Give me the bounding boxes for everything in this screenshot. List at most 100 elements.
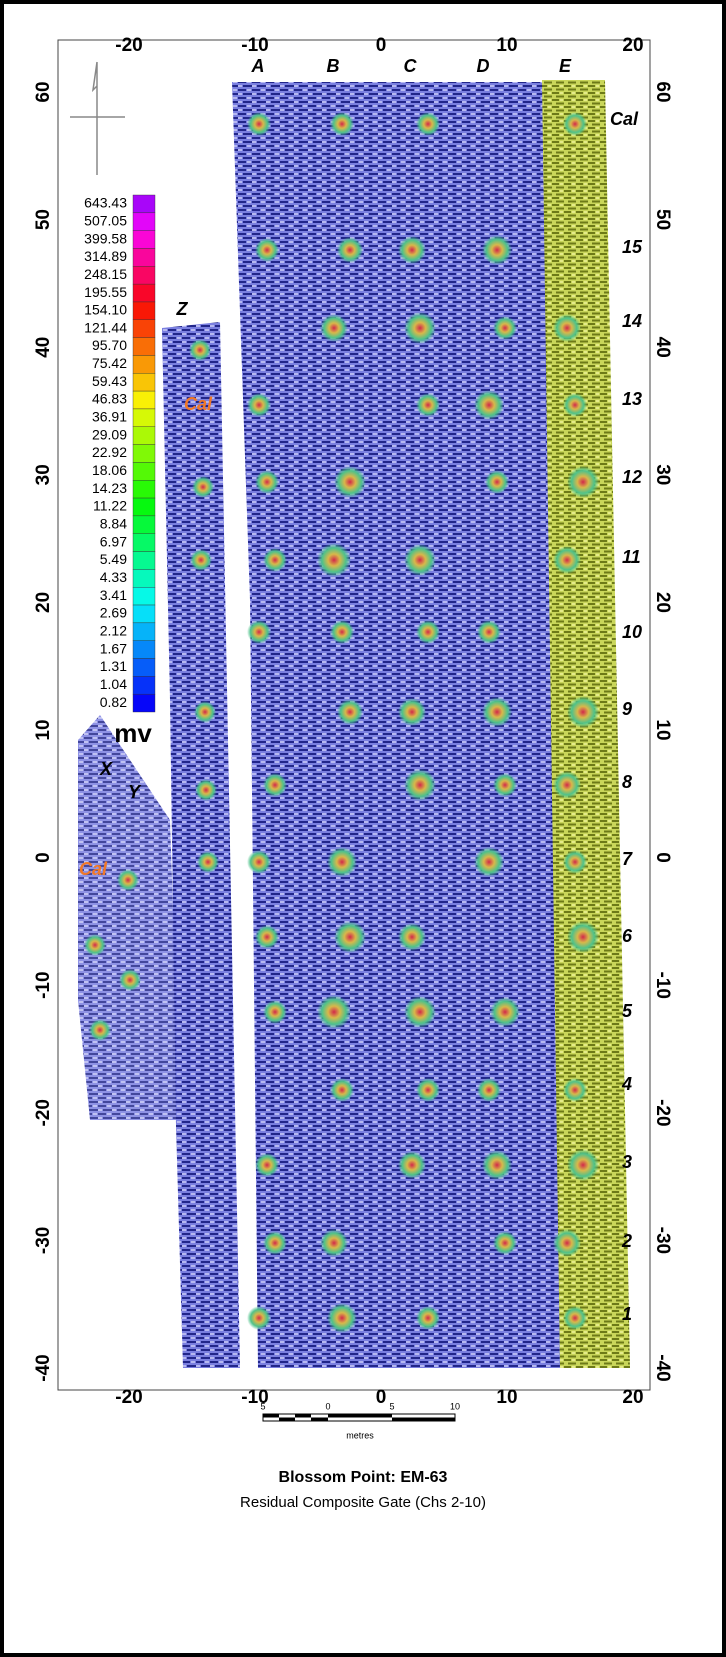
anomaly [320, 1229, 348, 1257]
legend-swatch [132, 230, 156, 249]
row-label: 2 [621, 1231, 632, 1251]
anomaly [563, 1078, 587, 1102]
anomaly [416, 1306, 440, 1330]
legend-label: 18.06 [92, 462, 127, 478]
scale-seg [392, 1417, 455, 1421]
legend-swatch [132, 604, 156, 624]
legend-swatch [132, 373, 156, 392]
north-arrow [70, 61, 125, 175]
title: Blossom Point: EM-63 [279, 1469, 448, 1486]
anomaly [474, 390, 504, 420]
legend-label: 59.43 [92, 373, 127, 389]
anomaly [404, 312, 436, 344]
anomaly [189, 339, 211, 361]
legend-label: 643.43 [84, 195, 127, 211]
anomaly [404, 996, 436, 1028]
legend-label: 121.44 [84, 319, 127, 335]
anomaly [263, 548, 287, 572]
cal-label: Cal [79, 859, 108, 879]
y-tick-label: 60 [652, 81, 673, 102]
anomaly [567, 696, 599, 728]
anomaly [398, 1151, 426, 1179]
x-tick-label: -20 [115, 1387, 142, 1408]
scale-seg [263, 1414, 279, 1418]
scale-seg [279, 1417, 295, 1421]
anomaly [194, 701, 216, 723]
anomaly [477, 620, 501, 644]
anomaly [255, 1153, 279, 1177]
strip-label: Y [128, 782, 142, 802]
y-tick-label: 30 [652, 464, 673, 485]
anomaly [553, 771, 581, 799]
y-tick-label: 0 [33, 852, 54, 863]
column-label: C [404, 56, 418, 76]
scale-tick-label: 10 [450, 1401, 460, 1411]
y-tick-label: -10 [33, 971, 54, 998]
legend-label: 36.91 [92, 409, 127, 425]
anomaly [263, 1000, 287, 1024]
legend-label: 11.22 [93, 498, 127, 514]
legend-label: 2.12 [100, 622, 127, 638]
anomaly [330, 1078, 354, 1102]
legend-swatch [132, 587, 156, 606]
anomaly [563, 850, 587, 874]
legend-label: 399.58 [84, 230, 127, 246]
row-label: 8 [622, 772, 632, 792]
anomaly [334, 921, 366, 953]
x-tick-label: 0 [376, 1387, 387, 1408]
anomaly [416, 112, 440, 136]
anomaly [247, 1306, 271, 1330]
survey-strip-z [162, 322, 240, 1368]
legend-swatch [132, 622, 156, 641]
legend-swatch [132, 551, 156, 570]
north-needle [91, 61, 98, 175]
legend-label: 14.23 [92, 480, 127, 496]
anomaly [320, 314, 348, 342]
legend-swatch [132, 194, 156, 214]
row-label: Cal [610, 109, 639, 129]
anomaly [563, 393, 587, 417]
legend-swatch [132, 337, 156, 356]
legend-swatch [132, 533, 156, 552]
legend-swatch [132, 640, 156, 659]
legend-swatch [132, 693, 156, 713]
anomaly [117, 869, 139, 891]
cal-label: Cal [184, 394, 213, 414]
anomaly [247, 620, 271, 644]
anomaly [416, 1078, 440, 1102]
anomaly [317, 543, 351, 577]
anomaly [563, 1306, 587, 1330]
anomaly [567, 466, 599, 498]
y-tick-label: 50 [33, 209, 54, 230]
scale-tick-label: 5 [260, 1401, 265, 1411]
legend-swatch [132, 301, 156, 320]
row-label: 12 [622, 467, 642, 487]
legend-swatch [132, 212, 156, 231]
legend-label: 46.83 [92, 391, 127, 407]
anomaly [493, 316, 517, 340]
row-label: 7 [622, 849, 633, 869]
x-tick-label: 10 [496, 1387, 517, 1408]
y-tick-label: 10 [652, 719, 673, 740]
legend-label: 22.92 [92, 444, 127, 460]
y-tick-label: 50 [652, 209, 673, 230]
anomaly [192, 476, 214, 498]
anomaly [482, 697, 512, 727]
legend-swatch [132, 658, 156, 677]
row-label: 1 [622, 1304, 632, 1324]
y-tick-label: -10 [652, 971, 673, 998]
row-label: 11 [622, 547, 641, 567]
y-tick-label: -30 [33, 1227, 54, 1254]
anomaly [563, 112, 587, 136]
survey-grid-main [232, 82, 560, 1368]
anomaly [553, 1229, 581, 1257]
x-tick-label: -20 [115, 35, 142, 56]
anomaly [197, 851, 219, 873]
anomaly [567, 1149, 599, 1181]
anomaly [416, 393, 440, 417]
column-label: B [327, 56, 340, 76]
y-tick-label: -30 [652, 1227, 673, 1254]
anomaly [327, 847, 357, 877]
legend-swatch [132, 444, 156, 463]
